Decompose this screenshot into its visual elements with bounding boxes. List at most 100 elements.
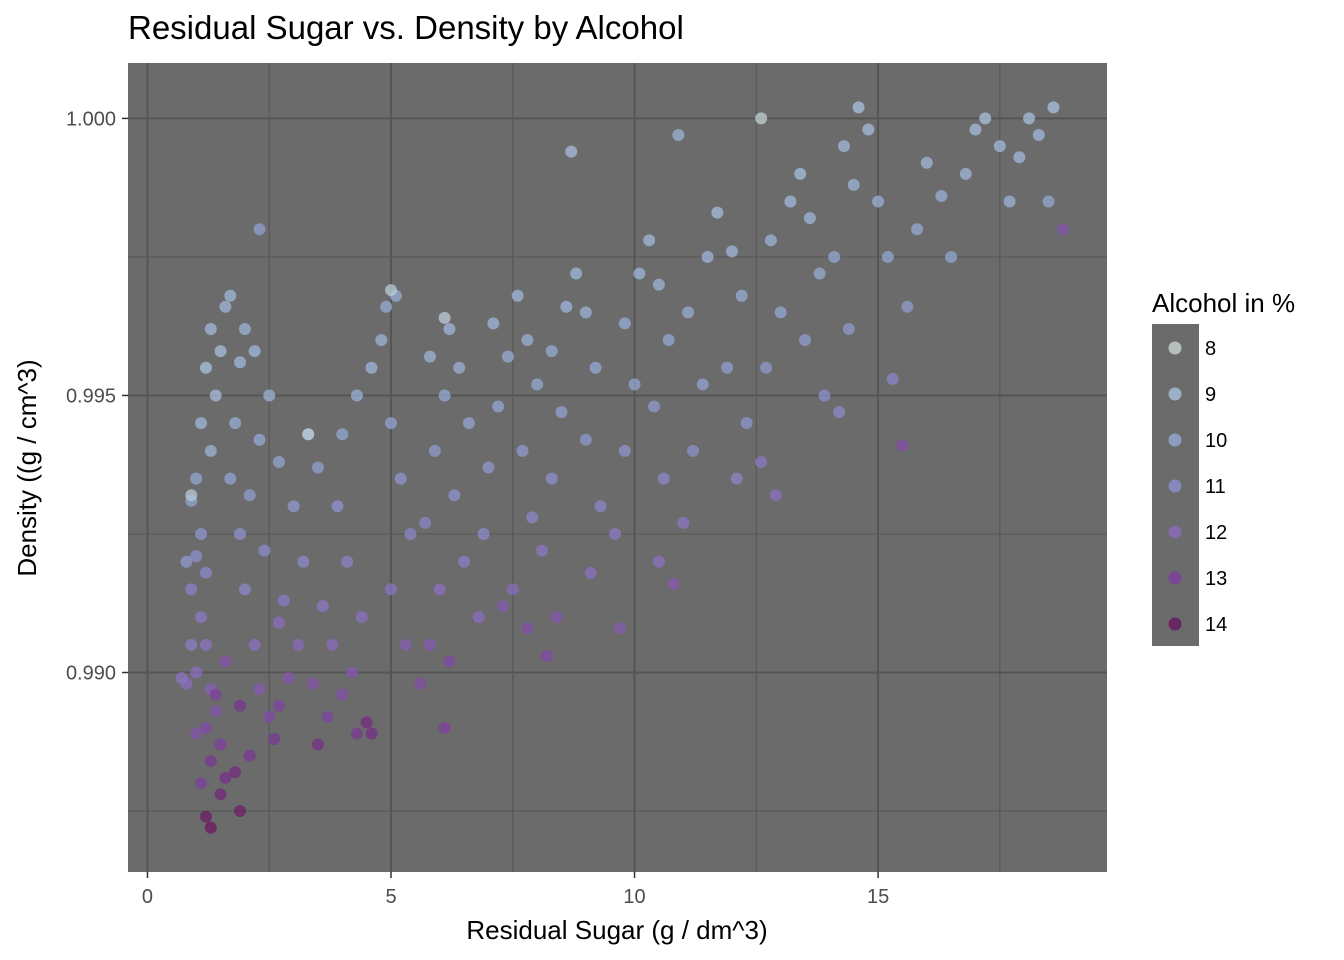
data-point: [550, 611, 563, 624]
data-point: [1013, 151, 1026, 164]
data-point: [657, 472, 670, 485]
legend-title: Alcohol in %: [1152, 288, 1295, 318]
data-point: [911, 223, 924, 236]
data-point: [385, 284, 398, 297]
data-point: [199, 810, 212, 823]
data-point: [385, 417, 398, 430]
data-point: [725, 245, 738, 258]
data-point: [199, 638, 212, 651]
data-point: [321, 710, 334, 723]
data-point: [190, 472, 203, 485]
data-point: [648, 400, 661, 413]
data-point: [277, 594, 290, 607]
data-point: [896, 439, 909, 452]
data-point: [945, 250, 958, 263]
data-point: [652, 278, 665, 291]
data-point: [195, 611, 208, 624]
data-point: [462, 417, 475, 430]
data-point: [219, 300, 232, 313]
data-point: [243, 489, 256, 502]
legend-label: 14: [1205, 614, 1227, 636]
data-point: [881, 250, 894, 263]
data-point: [526, 511, 539, 524]
data-point: [204, 821, 217, 834]
data-point: [613, 622, 626, 635]
data-point: [589, 361, 602, 374]
data-point: [346, 666, 359, 679]
data-point: [272, 699, 285, 712]
data-point: [258, 544, 271, 557]
legend-swatch: [1168, 571, 1182, 585]
data-point: [686, 444, 699, 457]
data-point: [672, 129, 685, 142]
data-point: [784, 195, 797, 208]
data-point: [185, 638, 198, 651]
data-point: [253, 433, 266, 446]
data-point: [195, 417, 208, 430]
data-point: [886, 372, 899, 385]
data-point: [219, 655, 232, 668]
data-point: [993, 140, 1006, 153]
data-point: [350, 727, 363, 740]
data-point: [852, 101, 865, 114]
data-point: [209, 705, 222, 718]
data-point: [375, 334, 388, 347]
data-point: [482, 461, 495, 474]
legend-label: 10: [1205, 430, 1227, 452]
data-point: [394, 472, 407, 485]
data-point: [721, 361, 734, 374]
data-point: [501, 350, 514, 363]
data-point: [472, 611, 485, 624]
data-point: [730, 472, 743, 485]
data-point: [204, 444, 217, 457]
data-point: [1057, 223, 1070, 236]
data-point: [185, 583, 198, 596]
data-point: [628, 378, 641, 391]
legend-swatch: [1168, 341, 1182, 355]
data-point: [234, 805, 247, 818]
data-point: [794, 167, 807, 180]
data-point: [979, 112, 992, 125]
data-point: [350, 389, 363, 402]
data-point: [935, 189, 948, 202]
data-point: [677, 516, 690, 529]
data-point: [521, 622, 534, 635]
data-point: [774, 306, 787, 319]
x-tick-label: 15: [867, 886, 889, 908]
legend: Alcohol in % 8 9 10 11 12 13 14: [1152, 288, 1295, 646]
data-point: [195, 777, 208, 790]
data-point: [755, 112, 768, 125]
data-point: [443, 322, 456, 335]
data-point: [428, 444, 441, 457]
chart-title: Residual Sugar vs. Density by Alcohol: [128, 9, 684, 46]
data-point: [195, 527, 208, 540]
data-point: [190, 666, 203, 679]
data-point: [229, 417, 242, 430]
data-point: [185, 489, 198, 502]
data-point: [682, 306, 695, 319]
data-point: [477, 527, 490, 540]
data-point: [755, 455, 768, 468]
data-point: [696, 378, 709, 391]
data-point: [336, 428, 349, 441]
data-point: [224, 289, 237, 302]
data-point: [565, 145, 578, 158]
data-point: [423, 350, 436, 363]
data-point: [307, 677, 320, 690]
data-point: [584, 566, 597, 579]
legend-swatch: [1168, 433, 1182, 447]
data-point: [336, 688, 349, 701]
data-point: [282, 672, 295, 685]
data-point: [438, 721, 451, 734]
data-point: [516, 444, 529, 457]
data-point: [297, 555, 310, 568]
data-point: [385, 583, 398, 596]
data-point: [740, 417, 753, 430]
data-point: [199, 566, 212, 579]
data-point: [423, 638, 436, 651]
legend-swatch: [1168, 525, 1182, 539]
y-tick-label: 0.990: [66, 663, 116, 685]
data-point: [1042, 195, 1055, 208]
data-point: [302, 428, 315, 441]
data-point: [560, 300, 573, 313]
